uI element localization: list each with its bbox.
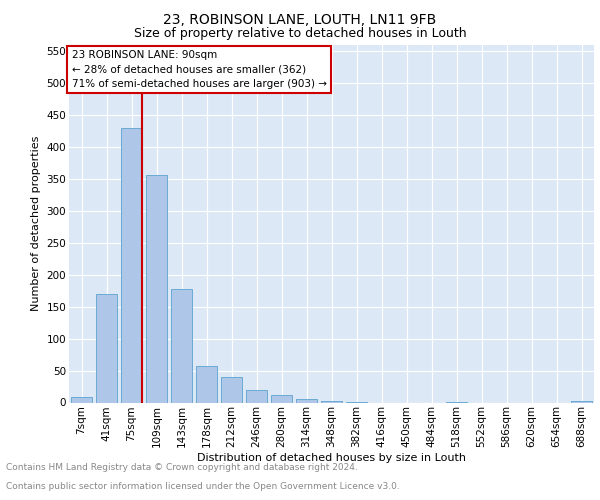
Bar: [121, 128, 142, 402]
Bar: [271, 395, 292, 402]
Bar: [196, 366, 217, 403]
Bar: [71, 398, 92, 402]
Bar: [296, 398, 317, 402]
Bar: [146, 174, 167, 402]
Bar: [246, 390, 267, 402]
X-axis label: Distribution of detached houses by size in Louth: Distribution of detached houses by size …: [197, 453, 466, 463]
Y-axis label: Number of detached properties: Number of detached properties: [31, 136, 41, 312]
Text: Size of property relative to detached houses in Louth: Size of property relative to detached ho…: [134, 28, 466, 40]
Text: Contains HM Land Registry data © Crown copyright and database right 2024.: Contains HM Land Registry data © Crown c…: [6, 464, 358, 472]
Bar: [221, 377, 242, 402]
Text: 23 ROBINSON LANE: 90sqm
← 28% of detached houses are smaller (362)
71% of semi-d: 23 ROBINSON LANE: 90sqm ← 28% of detache…: [71, 50, 326, 89]
Bar: [321, 401, 342, 402]
Bar: [171, 289, 192, 403]
Bar: [571, 400, 592, 402]
Text: 23, ROBINSON LANE, LOUTH, LN11 9FB: 23, ROBINSON LANE, LOUTH, LN11 9FB: [163, 12, 437, 26]
Text: Contains public sector information licensed under the Open Government Licence v3: Contains public sector information licen…: [6, 482, 400, 491]
Bar: [96, 294, 117, 403]
